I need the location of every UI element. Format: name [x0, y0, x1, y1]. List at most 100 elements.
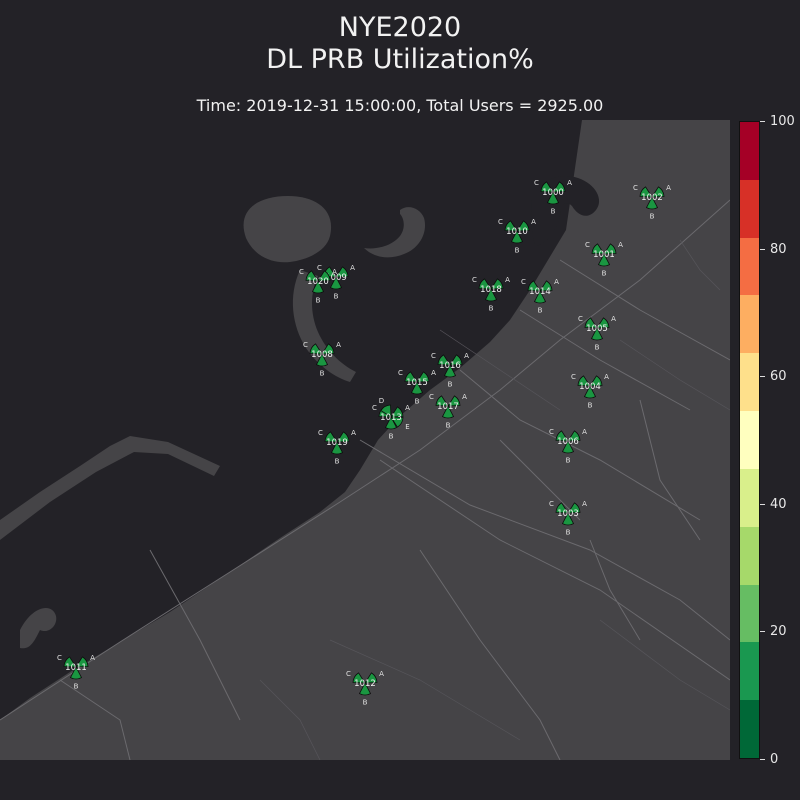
sector-wedge[interactable] [645, 196, 659, 210]
sector-wedge[interactable] [352, 672, 366, 684]
sector-wedge[interactable] [516, 220, 530, 232]
sector-wedge[interactable] [69, 666, 83, 680]
site-id-label: 1001 [593, 250, 615, 260]
figure-title: NYE2020 [338, 12, 462, 43]
sector-wedge[interactable] [358, 682, 372, 696]
sector-wedge[interactable] [317, 270, 331, 282]
sector-wedge[interactable] [584, 317, 598, 329]
sector-wedge[interactable] [75, 656, 89, 668]
sector-wedge[interactable] [364, 672, 378, 684]
sector-wedge[interactable] [390, 406, 404, 418]
sector-wedge[interactable] [591, 243, 605, 255]
site-id-label: 1011 [65, 663, 87, 673]
sector-wedge[interactable] [510, 230, 524, 244]
sector-label: B [320, 370, 325, 378]
sector-label: C [498, 218, 503, 226]
sector-label: C [318, 429, 323, 437]
island-round [243, 196, 332, 263]
sector-wedge[interactable] [539, 280, 553, 292]
sector-wedge[interactable] [63, 656, 77, 668]
sector-wedge[interactable] [561, 440, 575, 454]
sector-wedge[interactable] [311, 280, 325, 294]
sector-wedge[interactable] [577, 375, 591, 387]
sector-wedge[interactable] [437, 354, 451, 366]
sector-wedge[interactable] [651, 186, 665, 198]
sector-wedge[interactable] [590, 327, 604, 341]
sector-label: B [389, 433, 394, 441]
sector-wedge[interactable] [309, 343, 323, 355]
colorbar-tick [760, 503, 765, 505]
sector-wedge[interactable] [330, 441, 344, 455]
sector-wedge[interactable] [567, 502, 581, 514]
sector-wedge[interactable] [443, 364, 457, 378]
colorbar-band [740, 237, 759, 296]
sector-wedge[interactable] [555, 502, 569, 514]
sector-wedge[interactable] [416, 371, 430, 383]
sector-wedge[interactable] [315, 353, 329, 367]
sector-wedge[interactable] [555, 430, 569, 442]
sector-wedge[interactable] [390, 416, 404, 428]
sector-wedge[interactable] [404, 371, 418, 383]
sector-wedge[interactable] [567, 430, 581, 442]
sector-wedge[interactable] [380, 404, 392, 418]
sector-wedge[interactable] [410, 381, 424, 395]
sector-wedge[interactable] [589, 375, 603, 387]
sector-wedge[interactable] [533, 290, 547, 304]
sector-wedge[interactable] [639, 186, 653, 198]
sector-wedge[interactable] [603, 243, 617, 255]
sector-label: A [350, 264, 355, 272]
sector-wedge[interactable] [447, 395, 461, 407]
sector-wedge[interactable] [504, 220, 518, 232]
sector-wedge[interactable] [435, 395, 449, 407]
sector-wedge[interactable] [596, 317, 610, 329]
colorbar-band [740, 526, 759, 585]
sector-wedge[interactable] [527, 280, 541, 292]
sector-wedge[interactable] [484, 288, 498, 302]
sector-wedge[interactable] [449, 354, 463, 366]
sector-wedge[interactable] [583, 385, 597, 399]
site-id-label: 1014 [529, 287, 551, 297]
sector-wedge[interactable] [335, 266, 349, 278]
sector-label: C [549, 428, 554, 436]
sector-wedge[interactable] [324, 431, 338, 443]
sector-wedge[interactable] [329, 276, 343, 290]
sector-wedge[interactable] [441, 405, 455, 419]
sector-wedge[interactable] [490, 278, 504, 290]
sector-wedge[interactable] [597, 253, 611, 267]
sector-wedge[interactable] [478, 278, 492, 290]
sector-label: B [515, 247, 520, 255]
sector-label: A [332, 268, 337, 276]
sector-wedge[interactable] [336, 431, 350, 443]
sector-label: B [595, 344, 600, 352]
sector-wedge[interactable] [552, 181, 566, 193]
sector-wedge[interactable] [546, 191, 560, 205]
sector-label: B [588, 402, 593, 410]
colorbar-tick-label: 80 [770, 241, 787, 257]
sector-wedge[interactable] [561, 512, 575, 526]
sector-wedge[interactable] [384, 416, 398, 430]
sector-wedge[interactable] [321, 343, 335, 355]
sector-wedge[interactable] [305, 270, 319, 282]
site-id-label: 1017 [437, 402, 459, 412]
sector-wedge[interactable] [540, 181, 554, 193]
